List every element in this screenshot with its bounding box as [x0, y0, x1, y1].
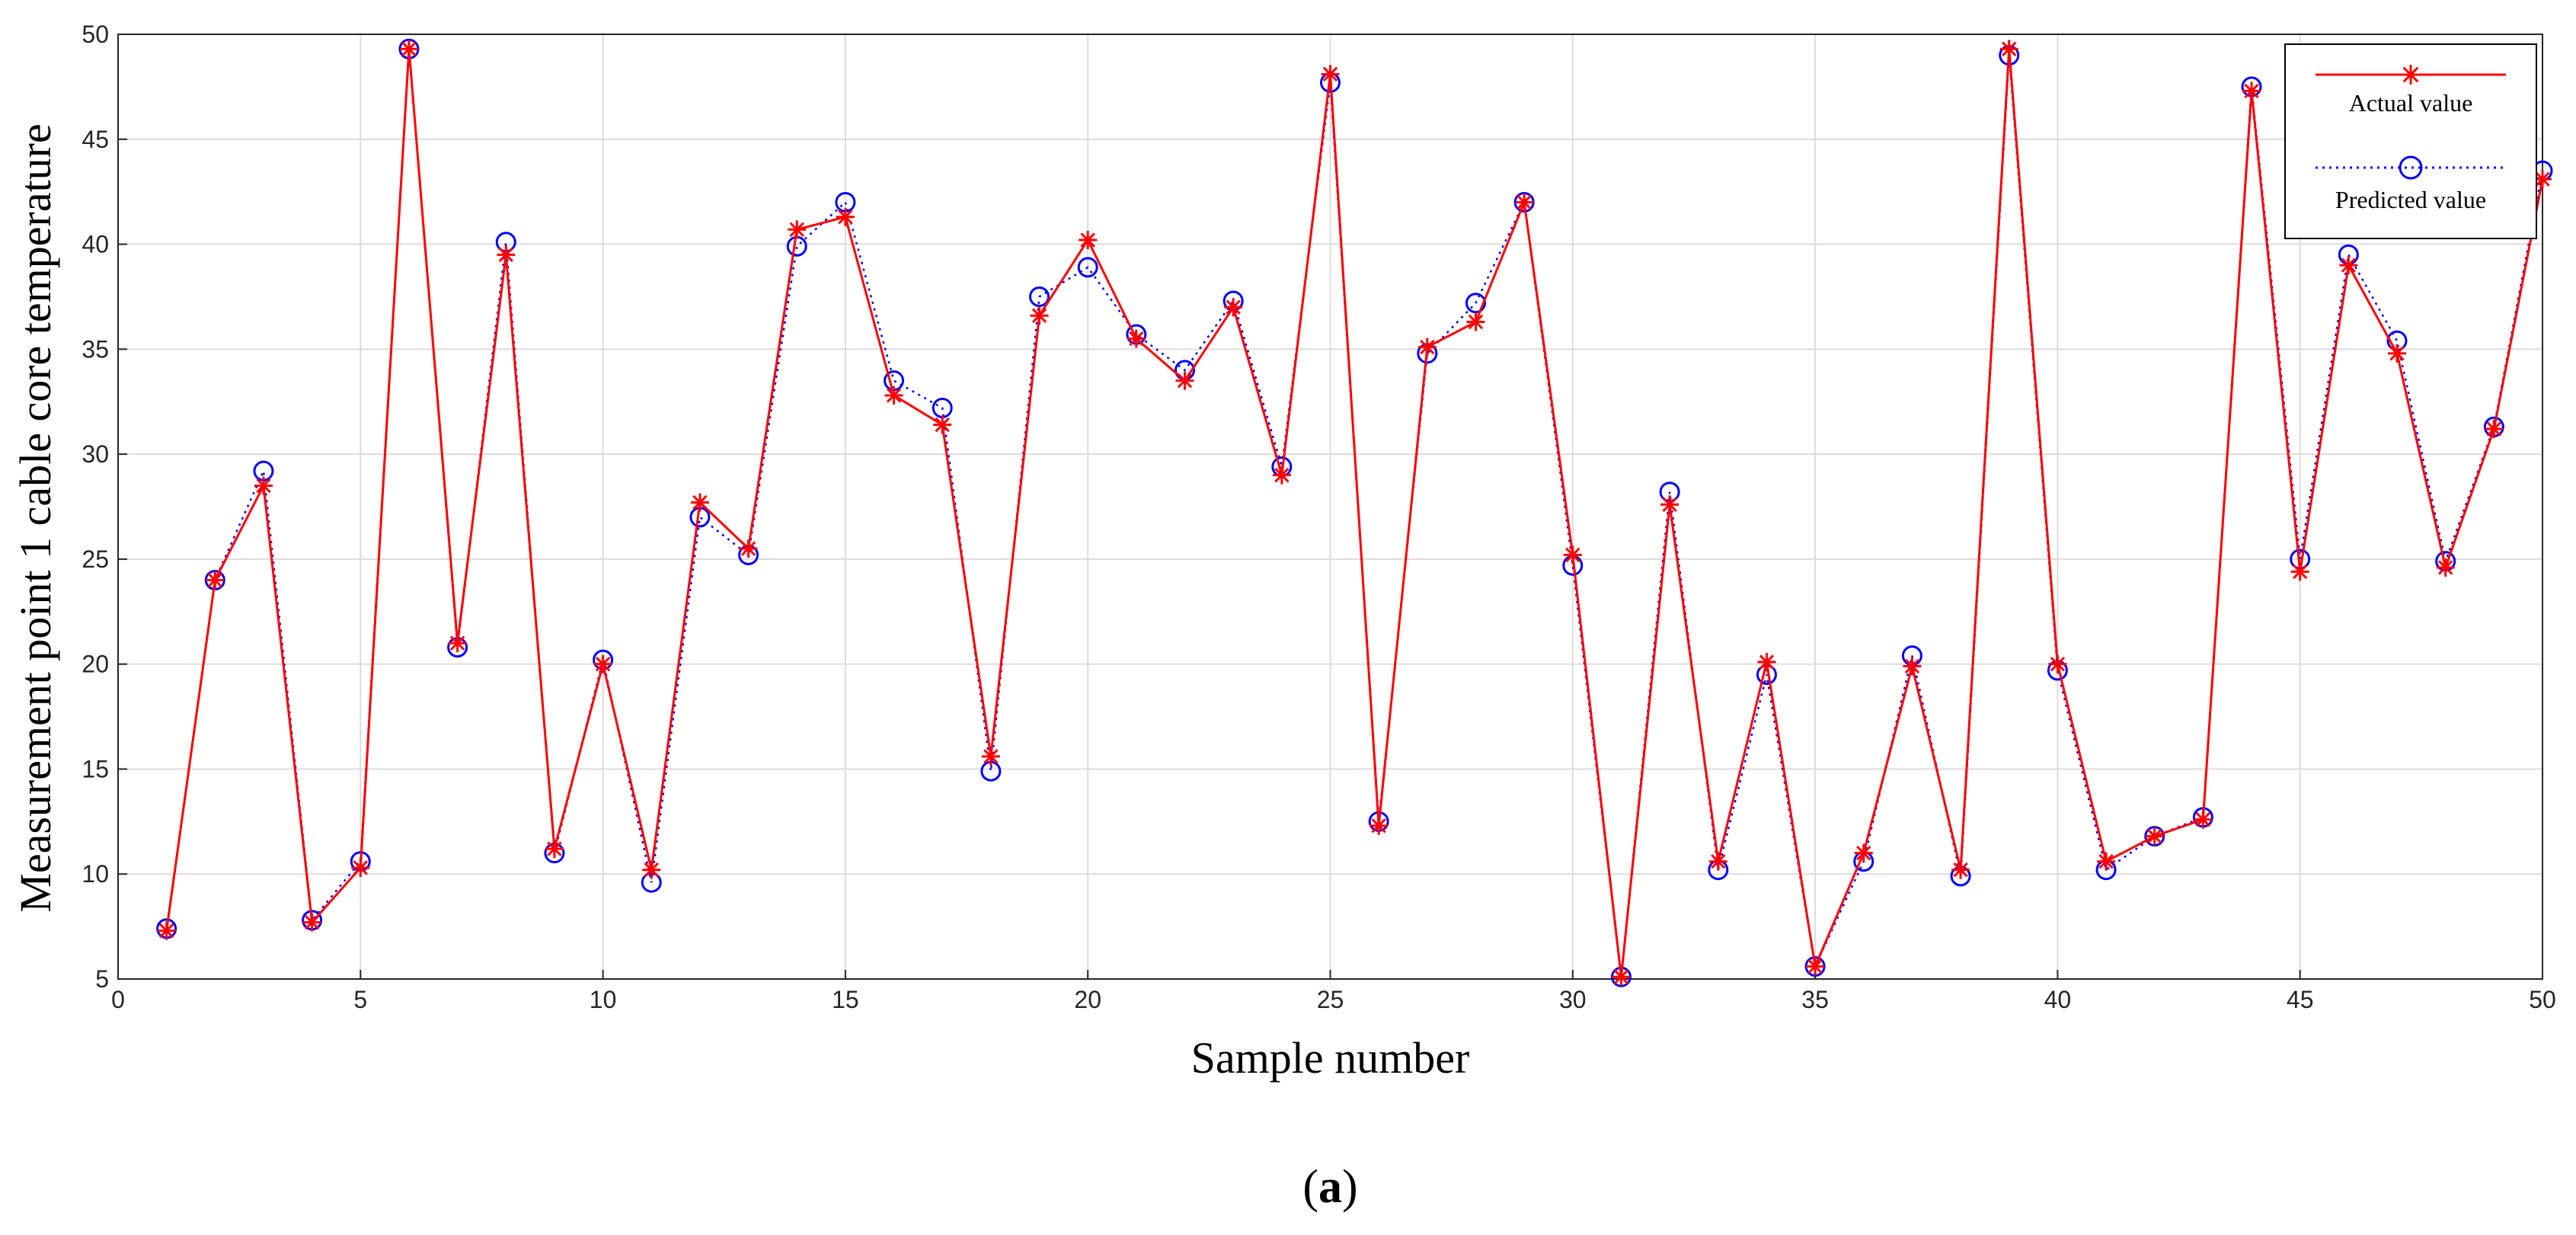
- point-actual: [206, 571, 225, 590]
- point-actual: [1369, 816, 1389, 835]
- point-actual: [1272, 466, 1291, 485]
- point-actual: [1660, 495, 1680, 514]
- grid: [117, 34, 2543, 980]
- point-actual: [1612, 968, 1631, 987]
- point-actual: [1708, 852, 1727, 871]
- point-actual: [836, 207, 855, 226]
- caption-letter: a: [1318, 1161, 1342, 1213]
- x-tick-label: 40: [2044, 986, 2072, 1013]
- point-actual: [399, 40, 418, 59]
- point-actual: [1999, 40, 2018, 59]
- point-actual: [1806, 957, 1825, 976]
- point-actual: [351, 858, 370, 877]
- caption-close: ): [1342, 1161, 1358, 1213]
- y-tick-label: 40: [81, 231, 109, 258]
- point-actual: [1757, 652, 1776, 671]
- series-line-predicted: [165, 49, 2544, 977]
- point-actual: [1321, 65, 1340, 84]
- caption-open: (: [1302, 1161, 1318, 1213]
- point-predicted: [1077, 257, 1098, 278]
- y-axis-title: Measurement point 1 cable core temperatu…: [11, 123, 60, 912]
- series-layer: [156, 38, 2553, 987]
- point-predicted: [1465, 293, 1486, 314]
- x-tick-label: 50: [2529, 986, 2556, 1013]
- point-actual: [1951, 860, 1970, 879]
- y-tick-label: 35: [81, 335, 109, 363]
- point-actual: [2533, 170, 2552, 189]
- point-actual: [2048, 654, 2067, 673]
- x-tick-label: 5: [353, 986, 367, 1013]
- point-actual: [545, 840, 564, 859]
- point-actual: [157, 921, 176, 940]
- x-tick-label: 20: [1074, 986, 1101, 1013]
- point-actual: [884, 386, 903, 405]
- legend: Actual value Predicted value: [2284, 43, 2537, 239]
- x-tick-label: 15: [832, 986, 859, 1013]
- legend-label-predicted: Predicted value: [2335, 186, 2486, 213]
- legend-marker-predicted: [2399, 155, 2423, 180]
- point-actual: [497, 245, 516, 264]
- point-actual: [448, 634, 467, 653]
- point-actual: [2242, 82, 2261, 101]
- point-actual: [1079, 231, 1098, 250]
- point-actual: [302, 913, 321, 932]
- legend-label-actual: Actual value: [2349, 89, 2473, 117]
- point-actual: [2388, 344, 2407, 363]
- y-tick-label: 15: [81, 755, 109, 782]
- series-line-actual: [165, 49, 2544, 977]
- point-actual: [2290, 562, 2309, 581]
- point-actual: [1515, 193, 1534, 212]
- point-predicted: [786, 235, 807, 257]
- point-predicted: [1029, 286, 1050, 307]
- point-actual: [788, 220, 807, 239]
- y-tick-label: 45: [81, 126, 109, 153]
- point-actual: [254, 476, 273, 495]
- point-actual: [981, 747, 1000, 766]
- point-actual: [2485, 420, 2504, 439]
- y-tick-label: 10: [81, 860, 109, 888]
- point-actual: [2339, 256, 2358, 275]
- legend-circle-marker: [2399, 155, 2423, 180]
- legend-marker-actual: [2401, 65, 2421, 85]
- y-tick-label: 25: [81, 546, 109, 573]
- point-actual: [933, 415, 952, 434]
- point-actual: [1030, 306, 1049, 325]
- x-axis-title: Sample number: [1191, 1033, 1470, 1083]
- point-actual: [642, 860, 661, 879]
- point-actual: [1175, 371, 1194, 390]
- legend-star-marker: [2401, 65, 2421, 85]
- y-tick-label: 30: [81, 440, 109, 468]
- y-tick-label: 50: [81, 21, 109, 48]
- x-tick-label: 10: [590, 986, 617, 1013]
- point-actual: [1224, 298, 1243, 317]
- point-actual: [739, 539, 758, 558]
- point-actual: [2194, 810, 2213, 829]
- point-actual: [2097, 852, 2116, 871]
- point-actual: [1127, 329, 1146, 348]
- point-actual: [2145, 827, 2164, 846]
- x-tick-label: 35: [1801, 986, 1829, 1013]
- point-actual: [690, 493, 709, 512]
- point-actual: [1563, 546, 1582, 565]
- point-actual: [1466, 312, 1485, 331]
- point-actual: [593, 654, 612, 673]
- x-tick-label: 0: [111, 986, 125, 1013]
- y-tick-label: 5: [95, 965, 109, 993]
- point-actual: [2436, 558, 2455, 577]
- x-tick-label: 45: [2287, 986, 2314, 1013]
- x-tick-label: 30: [1559, 986, 1587, 1013]
- x-tick-label: 25: [1317, 986, 1344, 1013]
- y-tick-label: 20: [81, 651, 109, 678]
- point-actual: [1903, 657, 1922, 676]
- point-actual: [1417, 338, 1437, 357]
- point-actual: [1854, 843, 1873, 862]
- figure-caption: (a): [1302, 1161, 1357, 1213]
